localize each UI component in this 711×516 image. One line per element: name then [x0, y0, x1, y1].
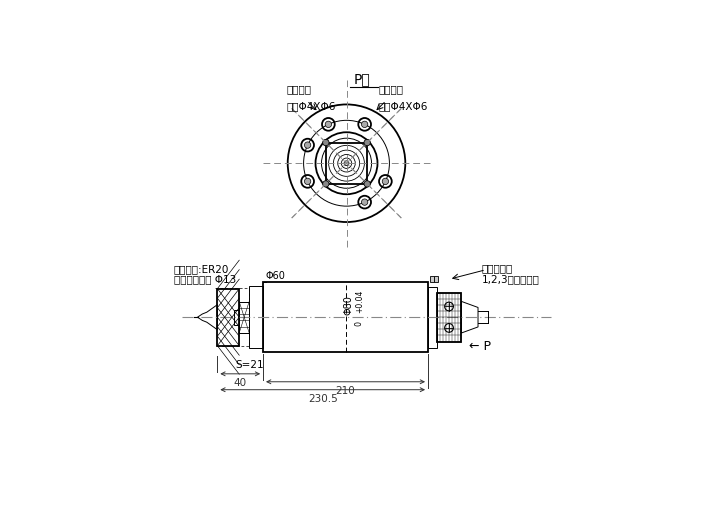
Text: 最大夹持刀具 Φ13: 最大夹持刀具 Φ13 [173, 275, 236, 284]
Text: 安装夹头:ER20: 安装夹头:ER20 [173, 265, 229, 275]
Bar [326, 142, 367, 184]
Bar [263, 282, 428, 352]
Text: Φ80: Φ80 [343, 295, 353, 315]
Circle shape [364, 139, 370, 146]
Text: 软管Φ4XΦ6: 软管Φ4XΦ6 [378, 102, 428, 111]
Bar [249, 286, 263, 348]
Text: 1,2,3号针接电源: 1,2,3号针接电源 [482, 273, 540, 284]
Bar [235, 310, 239, 325]
Text: 冷却水进: 冷却水进 [287, 84, 312, 94]
Text: 冷却水出: 冷却水出 [378, 84, 403, 94]
Bar [437, 293, 461, 342]
Text: +0.04: +0.04 [355, 290, 364, 313]
Text: 电源接插件: 电源接插件 [482, 263, 513, 273]
Circle shape [383, 178, 389, 185]
Text: 0: 0 [355, 321, 364, 333]
Bar [430, 276, 434, 282]
Bar [218, 288, 239, 346]
Text: ← P: ← P [469, 340, 491, 353]
Bar [428, 286, 437, 348]
Text: 230.5: 230.5 [308, 394, 338, 404]
Text: Φ60: Φ60 [265, 271, 285, 281]
Bar [239, 301, 249, 333]
Circle shape [444, 324, 454, 332]
Text: S=21: S=21 [235, 360, 264, 370]
Circle shape [325, 121, 331, 127]
Text: 210: 210 [336, 386, 356, 396]
Text: 软管Φ4XΦ6: 软管Φ4XΦ6 [287, 102, 336, 111]
Circle shape [304, 142, 311, 148]
Circle shape [323, 139, 329, 146]
Text: P向: P向 [354, 72, 370, 86]
Bar [434, 276, 438, 282]
Text: 40: 40 [234, 378, 247, 388]
Circle shape [323, 181, 329, 187]
Circle shape [304, 178, 311, 185]
Circle shape [364, 181, 370, 187]
Circle shape [361, 199, 368, 205]
Circle shape [444, 302, 454, 311]
Circle shape [361, 121, 368, 127]
